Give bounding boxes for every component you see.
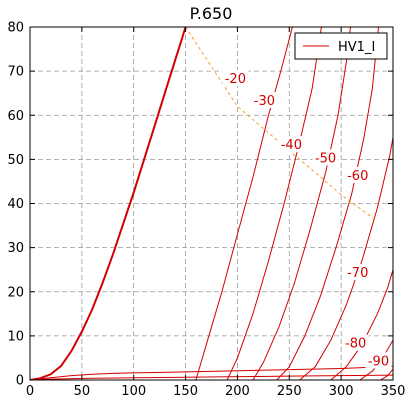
- curve-label: -40: [281, 138, 302, 153]
- curve-label: -60: [347, 169, 368, 184]
- curve-label-bg: [251, 92, 278, 109]
- x-tick-label: 200: [225, 384, 250, 399]
- x-tick-label: 0: [26, 384, 34, 399]
- legend: HV1_I: [294, 32, 388, 60]
- y-tick-label: 10: [7, 329, 24, 344]
- curve-label: -30: [254, 94, 275, 109]
- y-tick-label: 50: [7, 153, 24, 168]
- curve-label-bg: [342, 334, 369, 351]
- y-tick-label: 60: [7, 109, 24, 124]
- curve-labels: -20 -30 -40 -50 -60 -70 -80-90: [222, 69, 392, 369]
- curve-label: -90: [368, 354, 389, 369]
- y-tick-label: 70: [7, 65, 24, 80]
- x-tick-label: 250: [277, 384, 302, 399]
- y-tick-label: 80: [7, 21, 24, 36]
- curve-label: -50: [315, 151, 336, 166]
- grid-curve--90: [380, 368, 393, 380]
- legend-entry: HV1_I: [338, 40, 375, 55]
- grid-curve--40: [252, 27, 351, 380]
- curve-label: -70: [347, 266, 368, 281]
- grid-curve--50: [276, 27, 379, 380]
- y-tick-label: 0: [16, 374, 24, 389]
- chart-title: P.650: [190, 4, 233, 23]
- bottom-curve-0: [30, 365, 393, 380]
- bottom-curve-1: [30, 374, 393, 380]
- y-tick-label: 40: [7, 197, 24, 212]
- series-line-HV1_I: [30, 27, 187, 380]
- curve-label-bg: [344, 167, 371, 184]
- grid-curve--30: [226, 27, 322, 380]
- grid-curve--60: [299, 137, 393, 380]
- curve-label-bg: [222, 69, 249, 86]
- x-tick-label: 300: [329, 384, 354, 399]
- curve-label: -80: [345, 337, 366, 352]
- x-tick-label: 350: [381, 384, 406, 399]
- curve-label-bg: [344, 264, 371, 281]
- y-tick-label: 20: [7, 285, 24, 300]
- curve-label: -20: [225, 72, 246, 87]
- x-tick-label: 150: [173, 384, 198, 399]
- grid-curve--70: [330, 269, 393, 380]
- grid-curve--20: [195, 27, 293, 380]
- x-tick-label: 100: [121, 384, 146, 399]
- x-tick-label: 50: [74, 384, 91, 399]
- curve-label-bg: [312, 149, 339, 166]
- y-tick-label: 30: [7, 241, 24, 256]
- curve-label-bg: [278, 136, 305, 153]
- axis-ticks: 0 50 100 150 200 250 300 350 0 10 20 30 40 50 60 70 80: [7, 21, 405, 400]
- curve-label-bg: [365, 352, 392, 369]
